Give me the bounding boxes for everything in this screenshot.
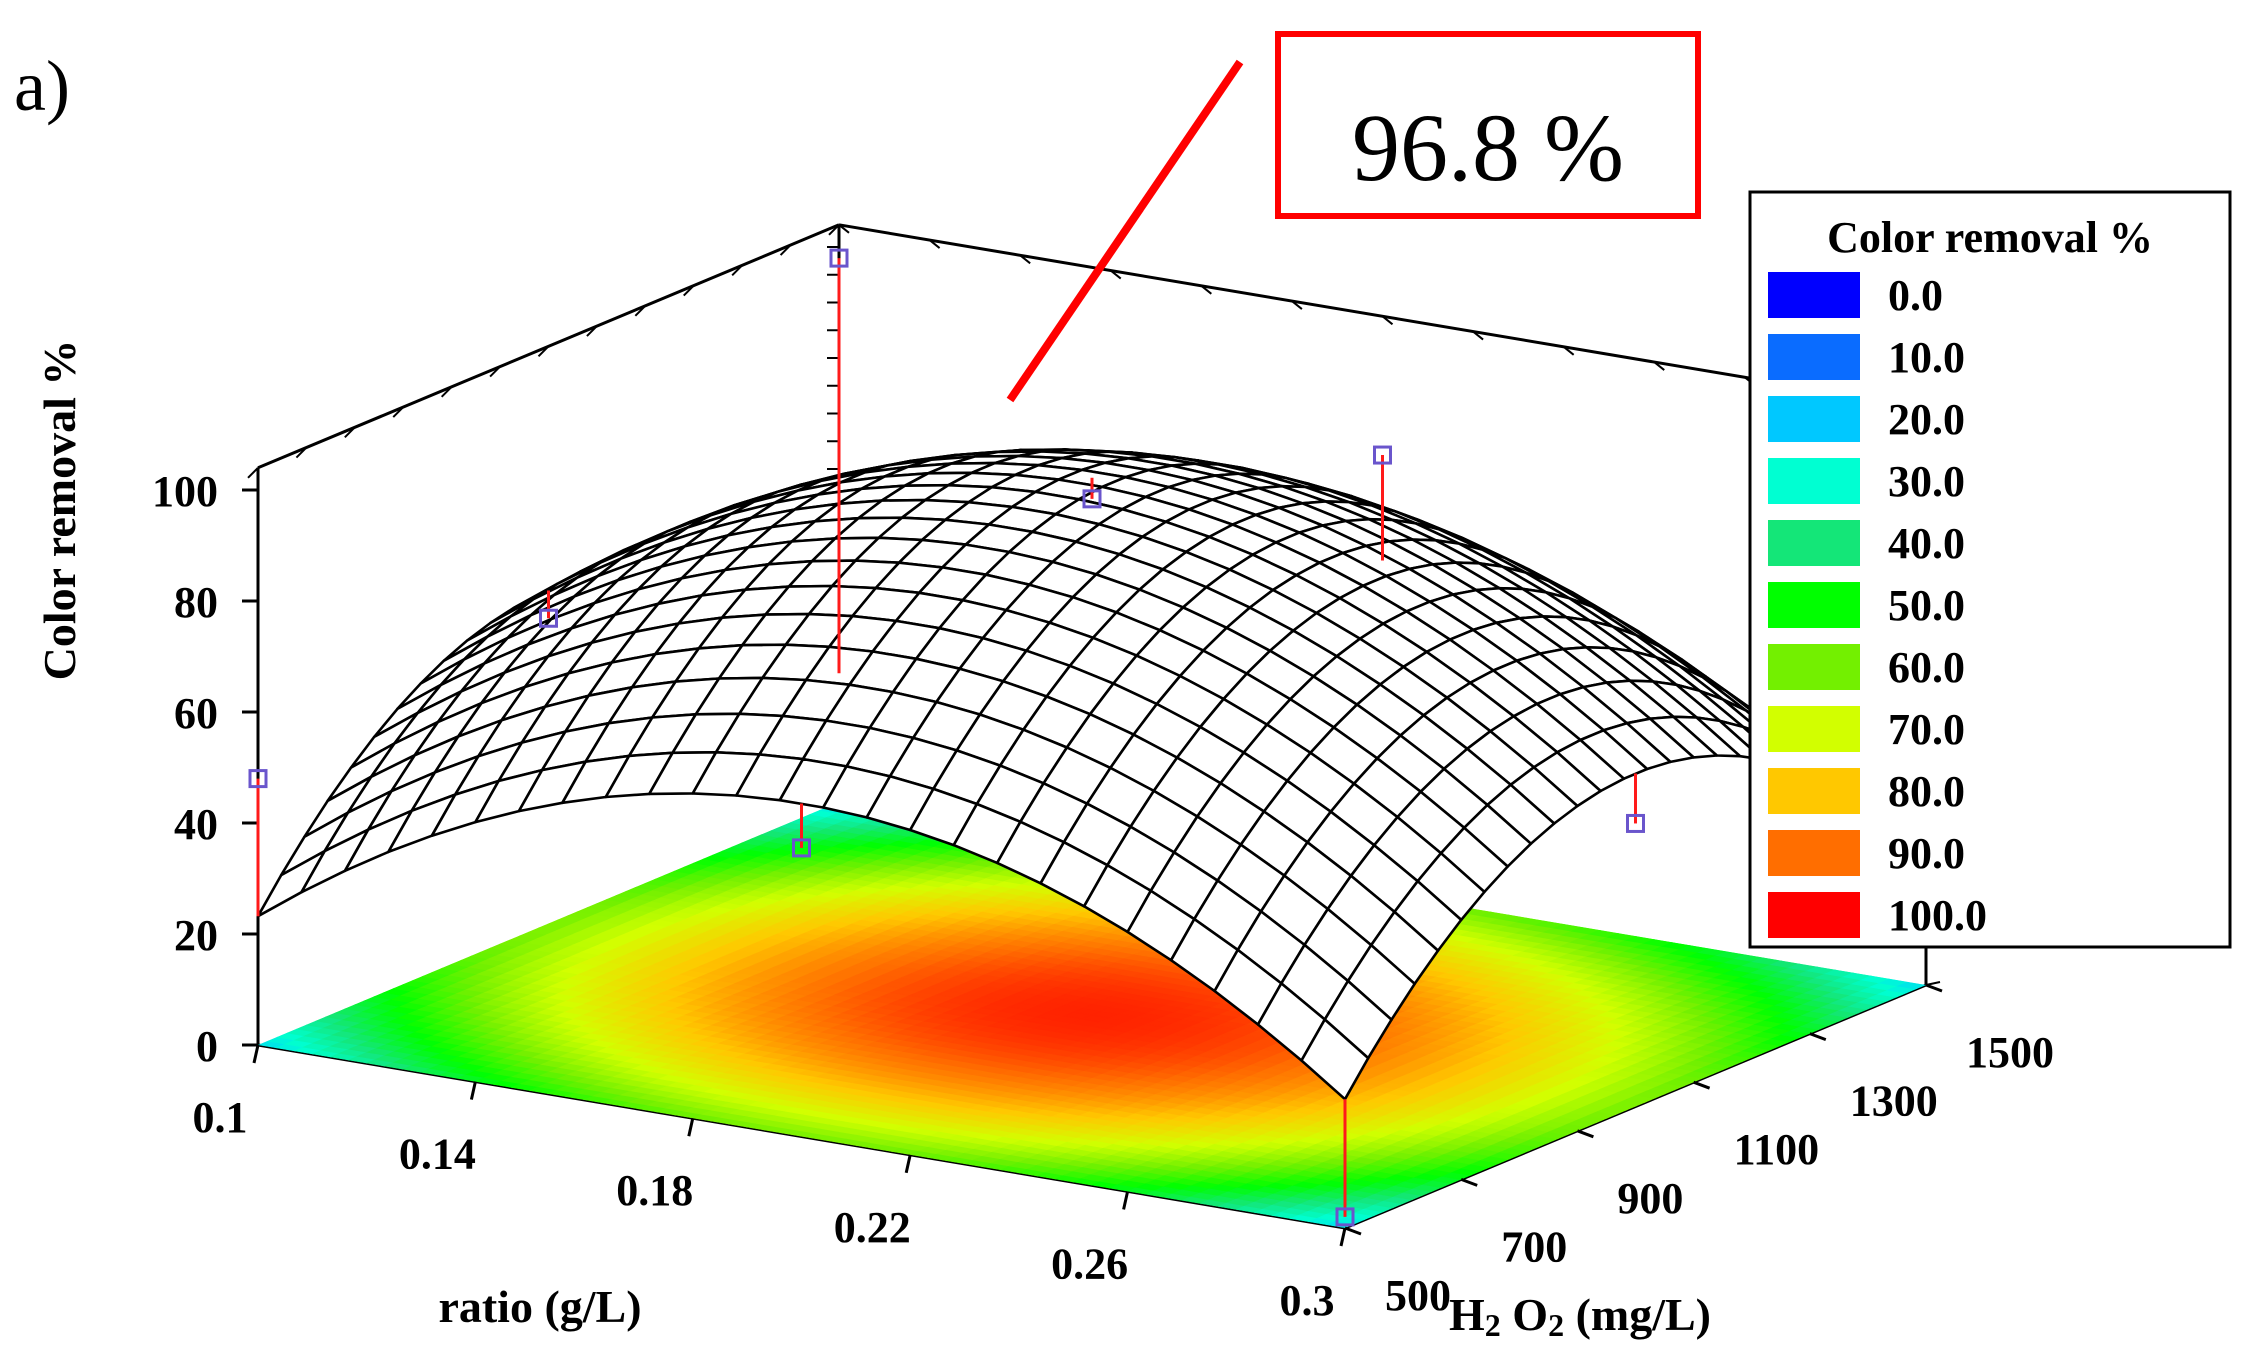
y-axis-label-part: 2	[1485, 1307, 1501, 1343]
legend-label: 90.0	[1888, 829, 1965, 878]
back-edge-tick	[683, 284, 695, 297]
y-tick-mark	[1925, 983, 1943, 993]
y-tick-label: 700	[1501, 1222, 1567, 1271]
x-tick-mark	[687, 1117, 695, 1137]
legend-label: 10.0	[1888, 333, 1965, 382]
back-edge-tick	[1200, 285, 1212, 295]
legend-swatch	[1768, 892, 1860, 938]
back-edge-tick	[838, 224, 850, 234]
x-tick-label: 0.18	[616, 1166, 693, 1215]
back-edge-tick	[537, 345, 550, 358]
z-tick-label: 80	[174, 578, 218, 627]
z-tick-label: 20	[174, 911, 218, 960]
back-edge-tick	[586, 325, 598, 337]
back-edge-tick	[247, 467, 259, 479]
panel-label: a)	[14, 46, 70, 126]
y-axis-label-part: O	[1501, 1289, 1548, 1340]
z-axis-label: Color removal %	[34, 340, 85, 681]
y-tick-mark	[1809, 1032, 1827, 1042]
x-tick-mark	[469, 1081, 477, 1100]
y-tick-label: 1500	[1966, 1028, 2054, 1077]
legend-label: 100.0	[1888, 891, 1987, 940]
x-tick-label: 0.3	[1280, 1276, 1335, 1325]
y-axis-label-part: (mg/L)	[1564, 1289, 1711, 1340]
x-tick-label: 0.26	[1051, 1239, 1128, 1288]
back-edge-tick	[1019, 254, 1031, 265]
back-edge-tick	[779, 244, 792, 256]
back-edge-tick	[344, 426, 356, 439]
z-tick-label: 0	[196, 1022, 218, 1071]
back-edge-tick	[928, 239, 941, 249]
x-tick-mark	[252, 1044, 260, 1064]
back-edge-tick	[634, 305, 647, 317]
back-edge-tick	[440, 386, 453, 398]
z-tick-label: 60	[174, 689, 218, 738]
callout-value: 96.8 %	[1352, 94, 1624, 201]
y-tick-label: 1100	[1734, 1125, 1820, 1174]
y-tick-mark	[1576, 1129, 1594, 1139]
legend-swatch	[1768, 644, 1860, 690]
back-edge-tick	[1563, 346, 1575, 356]
legend-swatch	[1768, 458, 1860, 504]
legend-label: 30.0	[1888, 457, 1965, 506]
legend-label: 20.0	[1888, 395, 1965, 444]
back-edge-tick	[731, 264, 743, 277]
legend-label: 80.0	[1888, 767, 1965, 816]
back-edge-tick	[1110, 269, 1122, 280]
contour-floor	[258, 802, 1926, 1228]
z-tick-label: 40	[174, 800, 218, 849]
x-tick-mark	[1122, 1191, 1130, 1210]
y-axis-label-part: 2	[1548, 1307, 1564, 1343]
legend-swatch	[1768, 706, 1860, 752]
back-edge-tick	[489, 365, 501, 378]
legend-swatch	[1768, 396, 1860, 442]
legend-swatch	[1768, 582, 1860, 628]
legend-swatch	[1768, 520, 1860, 566]
legend-label: 70.0	[1888, 705, 1965, 754]
back-edge-tick	[392, 406, 404, 418]
legend-label: 50.0	[1888, 581, 1965, 630]
y-tick-mark	[1460, 1177, 1478, 1187]
back-edge-tick	[1381, 315, 1394, 326]
x-tick-label: 0.22	[834, 1203, 911, 1252]
legend-label: 0.0	[1888, 271, 1943, 320]
x-tick-label: 0.1	[193, 1093, 248, 1142]
legend: Color removal % 0.0 10.0 20.0 30.0 40.0 50.0 6…	[1748, 190, 2232, 949]
z-axis-ticks: 0 20 40 60 80 100	[152, 467, 258, 1071]
back-edge-tick	[828, 224, 840, 236]
legend-swatch	[1768, 272, 1860, 318]
y-tick-label: 900	[1617, 1174, 1683, 1223]
y-tick-mark	[1344, 1226, 1362, 1236]
x-tick-mark	[904, 1154, 912, 1174]
y-tick-label: 500	[1385, 1271, 1451, 1320]
legend-title: Color removal %	[1827, 213, 2153, 262]
y-tick-mark	[1693, 1080, 1711, 1090]
legend-label: 60.0	[1888, 643, 1965, 692]
legend-swatch	[1768, 830, 1860, 876]
legend-label: 40.0	[1888, 519, 1965, 568]
x-tick-label: 0.14	[399, 1130, 476, 1179]
z-tick-label: 100	[152, 467, 218, 516]
y-axis-label: H2 O2 (mg/L)	[1449, 1289, 1711, 1343]
back-edge-tick	[1291, 300, 1303, 310]
y-axis-label-part: H	[1449, 1289, 1485, 1340]
legend-swatch	[1768, 768, 1860, 814]
back-edge-tick	[295, 446, 308, 459]
back-edge-tick	[1472, 330, 1484, 341]
legend-swatch	[1768, 334, 1860, 380]
back-edge-tick	[1653, 361, 1665, 371]
x-tick-mark	[1339, 1227, 1347, 1247]
y-tick-label: 1300	[1850, 1077, 1938, 1126]
callout-leader-line	[1006, 59, 1244, 403]
x-axis-label: ratio (g/L)	[438, 1281, 641, 1332]
